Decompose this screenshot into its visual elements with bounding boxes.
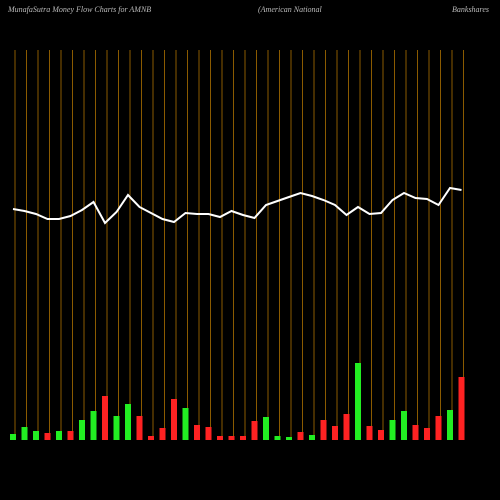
bar	[297, 432, 304, 440]
bar	[205, 427, 212, 440]
bar	[378, 430, 384, 440]
bar	[366, 426, 373, 440]
bar	[251, 421, 258, 440]
bar	[355, 363, 361, 440]
bar	[148, 436, 154, 440]
bar	[33, 431, 39, 440]
bar	[240, 436, 246, 440]
bar	[320, 420, 327, 440]
bar	[389, 420, 396, 440]
price-line	[12, 186, 462, 225]
bar	[10, 434, 16, 440]
bar	[90, 411, 97, 440]
bar	[217, 436, 223, 440]
bar	[424, 428, 430, 440]
bar	[274, 436, 281, 440]
bar	[412, 425, 419, 440]
chart-subtitle: Bankshares	[452, 5, 489, 14]
chart-title: MunafaSutra Money Flow Charts for AMNB	[7, 5, 151, 14]
bar	[228, 436, 235, 440]
bar	[67, 431, 74, 440]
bar	[343, 414, 350, 440]
bar	[44, 433, 51, 440]
bar	[182, 408, 189, 440]
bar	[136, 416, 143, 440]
bar	[458, 377, 465, 440]
bar	[286, 437, 292, 440]
bar	[401, 411, 407, 440]
chart-subtitle: (American National	[258, 5, 323, 14]
bar	[159, 428, 166, 440]
bar	[332, 426, 338, 440]
bar	[194, 425, 200, 440]
bar	[125, 404, 131, 440]
bar	[171, 399, 177, 440]
bar	[21, 427, 28, 440]
bar	[79, 420, 85, 440]
bar	[435, 416, 442, 440]
bar	[447, 410, 453, 440]
bar	[56, 431, 62, 440]
bar	[309, 435, 315, 440]
bar	[102, 396, 108, 440]
bar	[263, 417, 269, 440]
bar	[113, 416, 120, 440]
